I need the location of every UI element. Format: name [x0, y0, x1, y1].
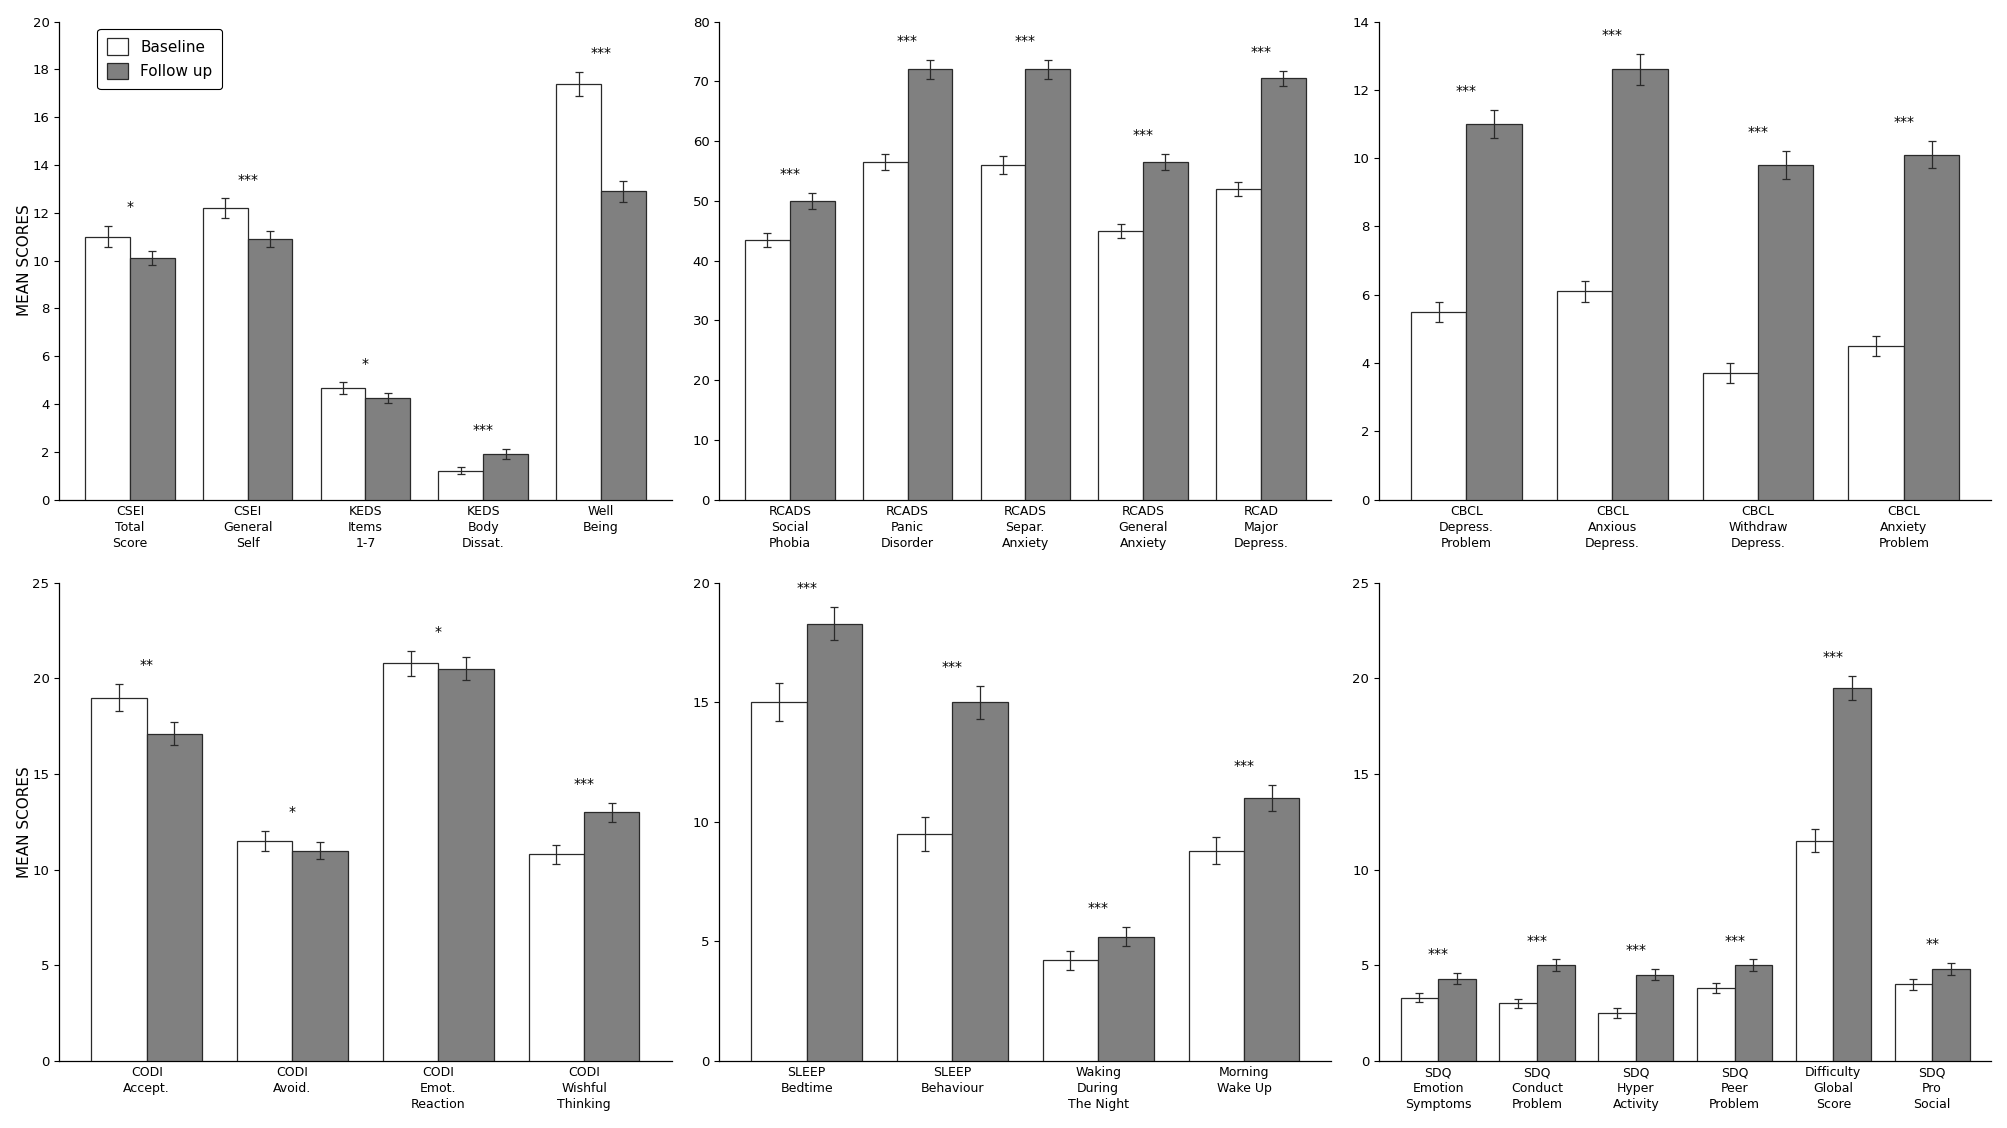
Text: ***: ***	[795, 581, 817, 594]
Bar	[907, 70, 951, 500]
Text: *: *	[126, 200, 132, 214]
Bar	[863, 162, 907, 500]
Bar	[1931, 969, 1969, 1060]
Bar	[1042, 960, 1098, 1060]
Bar	[528, 854, 584, 1060]
Bar	[1612, 70, 1668, 500]
Text: ***: ***	[779, 167, 801, 182]
Bar	[979, 165, 1026, 500]
Bar	[365, 398, 409, 500]
Bar	[293, 851, 347, 1060]
Bar	[1465, 124, 1521, 500]
Text: ***: ***	[1893, 115, 1913, 130]
Text: ***: ***	[1250, 45, 1270, 59]
Bar	[147, 734, 203, 1060]
Bar	[1401, 997, 1437, 1060]
Bar	[1832, 688, 1871, 1060]
Bar	[90, 697, 147, 1060]
Bar	[1216, 188, 1260, 500]
Bar	[1098, 231, 1142, 500]
Text: ***: ***	[897, 34, 917, 49]
Bar	[745, 240, 789, 500]
Bar	[751, 703, 807, 1060]
Bar	[1142, 162, 1188, 500]
Text: ***: ***	[1427, 948, 1447, 961]
Text: ***: ***	[590, 46, 610, 60]
Text: ***: ***	[1746, 125, 1768, 140]
Bar	[1636, 975, 1672, 1060]
Bar	[951, 703, 1008, 1060]
Bar	[1098, 936, 1152, 1060]
Text: *: *	[361, 356, 369, 370]
Text: ***: ***	[1602, 28, 1622, 42]
Bar	[247, 239, 293, 500]
Text: ***: ***	[1724, 934, 1744, 948]
Bar	[1696, 988, 1734, 1060]
Bar	[1555, 291, 1612, 500]
Bar	[1026, 70, 1070, 500]
Bar	[807, 624, 861, 1060]
Bar	[438, 470, 484, 500]
Text: ***: ***	[1014, 34, 1036, 49]
Bar	[1702, 373, 1758, 500]
Bar	[203, 208, 247, 500]
Bar	[1244, 797, 1299, 1060]
Bar	[1411, 311, 1465, 500]
Bar	[84, 237, 130, 500]
Text: **: **	[140, 659, 155, 672]
Text: *: *	[289, 805, 295, 819]
Bar	[789, 201, 835, 500]
Bar	[897, 834, 951, 1060]
Bar	[1260, 79, 1305, 500]
Bar	[438, 669, 494, 1060]
Bar	[1499, 1004, 1535, 1060]
Bar	[130, 258, 175, 500]
Text: ***: ***	[1455, 85, 1477, 98]
Text: ***: ***	[941, 660, 963, 673]
Text: ***: ***	[1232, 759, 1254, 773]
Bar	[1437, 979, 1475, 1060]
Text: ***: ***	[1822, 650, 1842, 663]
Text: **: **	[1925, 937, 1939, 951]
Bar	[1758, 165, 1812, 500]
Bar	[1903, 155, 1959, 500]
Text: ***: ***	[237, 173, 259, 186]
Text: ***: ***	[574, 777, 594, 791]
Bar	[1598, 1013, 1636, 1060]
Text: ***: ***	[472, 423, 494, 438]
Bar	[1188, 851, 1244, 1060]
Bar	[1734, 966, 1772, 1060]
Text: ***: ***	[1088, 901, 1108, 915]
Bar	[321, 388, 365, 500]
Legend: Baseline, Follow up: Baseline, Follow up	[98, 29, 221, 89]
Bar	[584, 812, 638, 1060]
Text: ***: ***	[1624, 943, 1646, 958]
Bar	[1535, 966, 1573, 1060]
Text: ***: ***	[1525, 934, 1547, 948]
Text: ***: ***	[1132, 129, 1152, 142]
Bar	[237, 841, 293, 1060]
Bar	[600, 192, 646, 500]
Bar	[383, 663, 438, 1060]
Bar	[1794, 841, 1832, 1060]
Bar	[484, 455, 528, 500]
Y-axis label: MEAN SCORES: MEAN SCORES	[16, 766, 32, 878]
Text: *: *	[436, 625, 442, 638]
Bar	[1848, 346, 1903, 500]
Bar	[556, 83, 600, 500]
Y-axis label: MEAN SCORES: MEAN SCORES	[16, 205, 32, 317]
Bar	[1893, 985, 1931, 1060]
